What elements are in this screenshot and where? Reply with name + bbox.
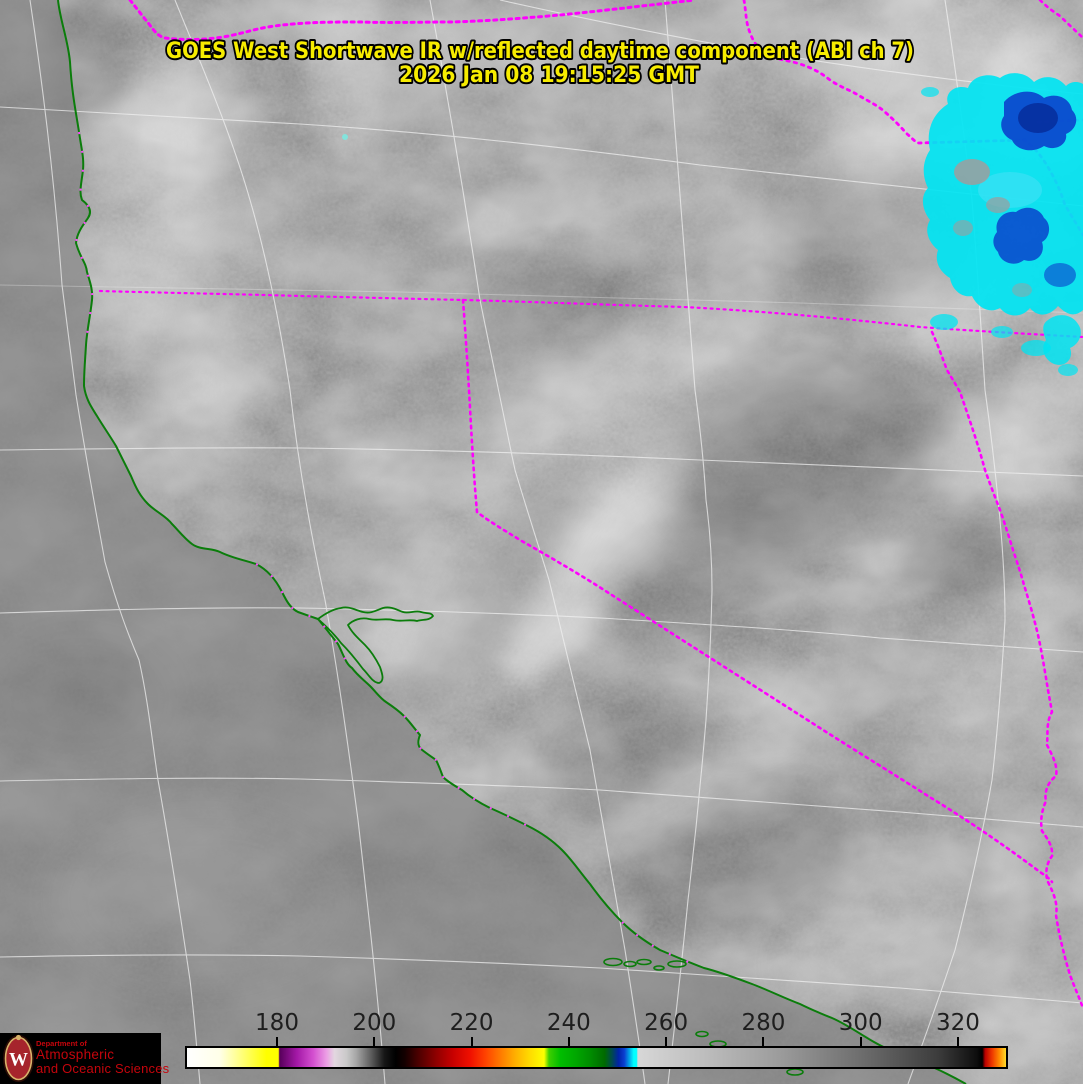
colorbar-tick-label: 280	[741, 1010, 786, 1036]
uw-madison-crest-icon: W	[3, 1034, 34, 1082]
logo-line1: Atmospheric	[36, 1047, 115, 1062]
map-title-line2: 2026 Jan 08 19:15:25 GMT	[399, 63, 699, 88]
cold-core-south	[993, 207, 1050, 264]
colorbar-tick-label: 200	[352, 1010, 397, 1036]
colorbar-tick	[470, 1037, 473, 1046]
border-42n-california-oregon	[98, 289, 1083, 339]
colorbar-tick	[276, 1037, 278, 1046]
colorbar-tick-label: 300	[838, 1010, 883, 1036]
institution-logo: W Department of Atmospheric and Oceanic …	[0, 1033, 169, 1084]
cold-speck	[342, 134, 348, 140]
colorbar-tick-label: 180	[255, 1010, 299, 1036]
colorbar-tick-label: 240	[546, 1010, 591, 1036]
colorbar-tick-label: 320	[936, 1010, 980, 1036]
colorbar-tick-label: 220	[449, 1010, 494, 1036]
colorbar-tick	[762, 1037, 765, 1046]
san-francisco-bay	[317, 606, 434, 684]
colorbar-tick	[373, 1037, 376, 1046]
logo-line2: and Oceanic Sciences	[36, 1061, 170, 1076]
colorbar-tick	[567, 1037, 570, 1046]
border-nevada-utah-arizona	[930, 330, 1083, 1010]
svg-text:W: W	[9, 1050, 28, 1071]
colorbar	[185, 1046, 1008, 1069]
logo-dept-label: Department of	[36, 1039, 87, 1048]
product-title: GOES West Shortwave IR w/reflected dayti…	[164, 37, 916, 90]
cold-cloud-mass	[342, 73, 1083, 376]
colorbar-tick-label: 260	[644, 1010, 689, 1036]
map-title-line1: GOES West Shortwave IR w/reflected dayti…	[166, 39, 914, 64]
border-top-right-corner	[1038, 0, 1083, 40]
border-california-nevada	[461, 298, 1054, 884]
colorbar-tick	[859, 1037, 862, 1046]
california-coastline	[57, 0, 967, 1084]
colorbar-tick	[665, 1037, 668, 1046]
pacific-ocean	[0, 0, 966, 1084]
colorbar-tick	[956, 1037, 959, 1046]
border-columbia-river	[128, 0, 697, 41]
